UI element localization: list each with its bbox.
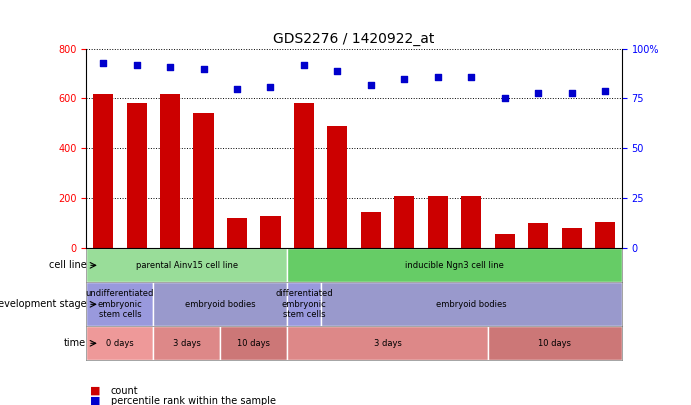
Bar bbox=[126, 104, 146, 248]
Point bbox=[265, 83, 276, 90]
Text: embryoid bodies: embryoid bodies bbox=[436, 300, 507, 309]
FancyBboxPatch shape bbox=[120, 248, 153, 348]
Point bbox=[366, 81, 377, 88]
FancyBboxPatch shape bbox=[287, 248, 622, 283]
Bar bbox=[395, 196, 415, 248]
Text: differentiated
embryonic
stem cells: differentiated embryonic stem cells bbox=[275, 290, 333, 319]
Bar bbox=[495, 234, 515, 248]
Point bbox=[600, 87, 611, 94]
Title: GDS2276 / 1420922_at: GDS2276 / 1420922_at bbox=[274, 32, 435, 46]
FancyBboxPatch shape bbox=[86, 283, 153, 326]
Text: embryoid bodies: embryoid bodies bbox=[185, 300, 256, 309]
FancyBboxPatch shape bbox=[354, 248, 388, 348]
Text: development stage: development stage bbox=[0, 299, 86, 309]
FancyBboxPatch shape bbox=[287, 283, 321, 326]
FancyBboxPatch shape bbox=[187, 248, 220, 348]
Point bbox=[332, 67, 343, 74]
Bar bbox=[528, 223, 548, 248]
Point bbox=[97, 59, 108, 66]
Point bbox=[164, 63, 176, 70]
FancyBboxPatch shape bbox=[488, 248, 522, 348]
FancyBboxPatch shape bbox=[555, 248, 589, 348]
Bar bbox=[328, 126, 348, 248]
FancyBboxPatch shape bbox=[254, 248, 287, 348]
FancyBboxPatch shape bbox=[455, 248, 488, 348]
Bar bbox=[361, 212, 381, 248]
FancyBboxPatch shape bbox=[86, 248, 120, 348]
Text: 0 days: 0 days bbox=[106, 339, 134, 348]
FancyBboxPatch shape bbox=[287, 326, 488, 360]
FancyBboxPatch shape bbox=[220, 248, 254, 348]
FancyBboxPatch shape bbox=[220, 326, 287, 360]
FancyBboxPatch shape bbox=[153, 248, 187, 348]
Bar bbox=[193, 113, 214, 248]
FancyBboxPatch shape bbox=[86, 248, 287, 283]
Text: time: time bbox=[64, 338, 86, 348]
Text: 10 days: 10 days bbox=[237, 339, 270, 348]
Point bbox=[131, 61, 142, 68]
Point bbox=[466, 73, 477, 80]
Text: percentile rank within the sample: percentile rank within the sample bbox=[111, 396, 276, 405]
FancyBboxPatch shape bbox=[589, 248, 622, 348]
Point bbox=[533, 89, 544, 96]
FancyBboxPatch shape bbox=[86, 326, 153, 360]
Text: 3 days: 3 days bbox=[374, 339, 401, 348]
FancyBboxPatch shape bbox=[321, 248, 354, 348]
Bar bbox=[595, 222, 615, 248]
Point bbox=[566, 89, 577, 96]
Text: ■: ■ bbox=[90, 386, 100, 396]
Bar bbox=[562, 228, 582, 248]
Bar bbox=[261, 216, 281, 248]
Point bbox=[299, 61, 310, 68]
FancyBboxPatch shape bbox=[421, 248, 455, 348]
Text: inducible Ngn3 cell line: inducible Ngn3 cell line bbox=[405, 261, 504, 270]
Text: cell line: cell line bbox=[48, 260, 86, 270]
FancyBboxPatch shape bbox=[153, 283, 287, 326]
FancyBboxPatch shape bbox=[321, 283, 622, 326]
Point bbox=[231, 85, 243, 92]
Text: count: count bbox=[111, 386, 138, 396]
Bar bbox=[461, 196, 482, 248]
Text: ■: ■ bbox=[90, 396, 100, 405]
Text: undifferentiated
embryonic
stem cells: undifferentiated embryonic stem cells bbox=[86, 290, 154, 319]
Point bbox=[198, 65, 209, 72]
Point bbox=[433, 73, 444, 80]
Bar bbox=[294, 104, 314, 248]
Bar bbox=[93, 94, 113, 248]
Bar bbox=[428, 196, 448, 248]
Point bbox=[499, 95, 510, 102]
FancyBboxPatch shape bbox=[522, 248, 555, 348]
Bar bbox=[160, 94, 180, 248]
Text: 10 days: 10 days bbox=[538, 339, 571, 348]
FancyBboxPatch shape bbox=[388, 248, 421, 348]
FancyBboxPatch shape bbox=[287, 248, 321, 348]
FancyBboxPatch shape bbox=[488, 326, 622, 360]
FancyBboxPatch shape bbox=[153, 326, 220, 360]
Text: parental Ainv15 cell line: parental Ainv15 cell line bbox=[135, 261, 238, 270]
Point bbox=[399, 75, 410, 82]
Bar bbox=[227, 218, 247, 248]
Text: 3 days: 3 days bbox=[173, 339, 200, 348]
